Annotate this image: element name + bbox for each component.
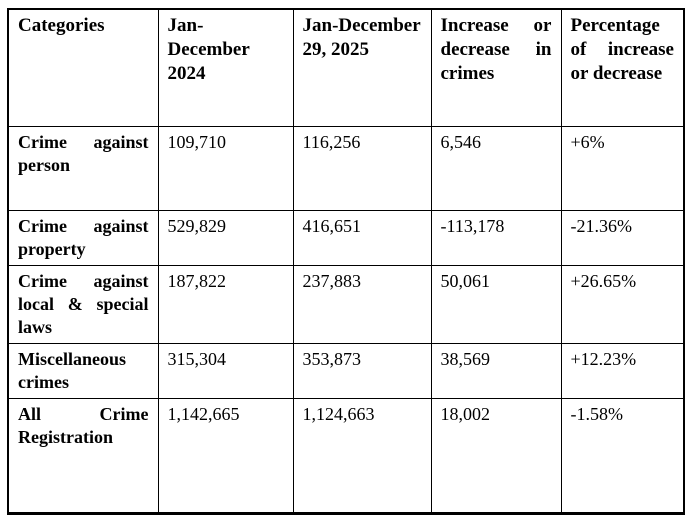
header-cell-categories: Categories [7,8,159,127]
value-cell-percentage: +6% [560,125,685,211]
value-cell-2024: 109,710 [157,125,294,211]
value-cell-percentage: +12.23% [560,342,685,399]
value-cell-change: -113,178 [430,209,562,266]
value-cell-change: 6,546 [430,125,562,211]
table-row-miscellaneous-crimes: Miscellaneous crimes 315,304 353,873 38,… [7,342,685,399]
table-row-crime-against-property: Crime against property 529,829 416,651 -… [7,209,685,266]
table-header-row: Categories Jan-December 2024 Jan-Decembe… [7,8,685,127]
table-row-crime-against-person: Crime against person 109,710 116,256 6,5… [7,125,685,211]
value-cell-change: 18,002 [430,397,562,514]
category-cell: Crime against property [7,209,159,266]
value-cell-percentage: -21.36% [560,209,685,266]
header-cell-2024: Jan-December 2024 [157,8,294,127]
header-cell-change: Increase or decrease in crimes [430,8,562,127]
category-cell: Miscellaneous crimes [7,342,159,399]
value-cell-2025: 416,651 [292,209,432,266]
category-cell: Crime against local & special laws [7,264,159,344]
header-cell-2025: Jan-December 29, 2025 [292,8,432,127]
value-cell-2025: 116,256 [292,125,432,211]
value-cell-change: 50,061 [430,264,562,344]
value-cell-2024: 1,142,665 [157,397,294,514]
table-row-crime-local-special-laws: Crime against local & special laws 187,8… [7,264,685,344]
value-cell-2024: 187,822 [157,264,294,344]
value-cell-2025: 353,873 [292,342,432,399]
value-cell-2025: 1,124,663 [292,397,432,514]
value-cell-percentage: +26.65% [560,264,685,344]
header-cell-percentage: Percentage of increase or decrease [560,8,685,127]
crime-statistics-table: Categories Jan-December 2024 Jan-Decembe… [7,8,685,515]
value-cell-2024: 529,829 [157,209,294,266]
value-cell-2025: 237,883 [292,264,432,344]
category-cell: Crime against person [7,125,159,211]
value-cell-change: 38,569 [430,342,562,399]
value-cell-2024: 315,304 [157,342,294,399]
table-row-all-crime-registration: All Crime Registration 1,142,665 1,124,6… [7,397,685,514]
category-cell: All Crime Registration [7,397,159,514]
value-cell-percentage: -1.58% [560,397,685,514]
